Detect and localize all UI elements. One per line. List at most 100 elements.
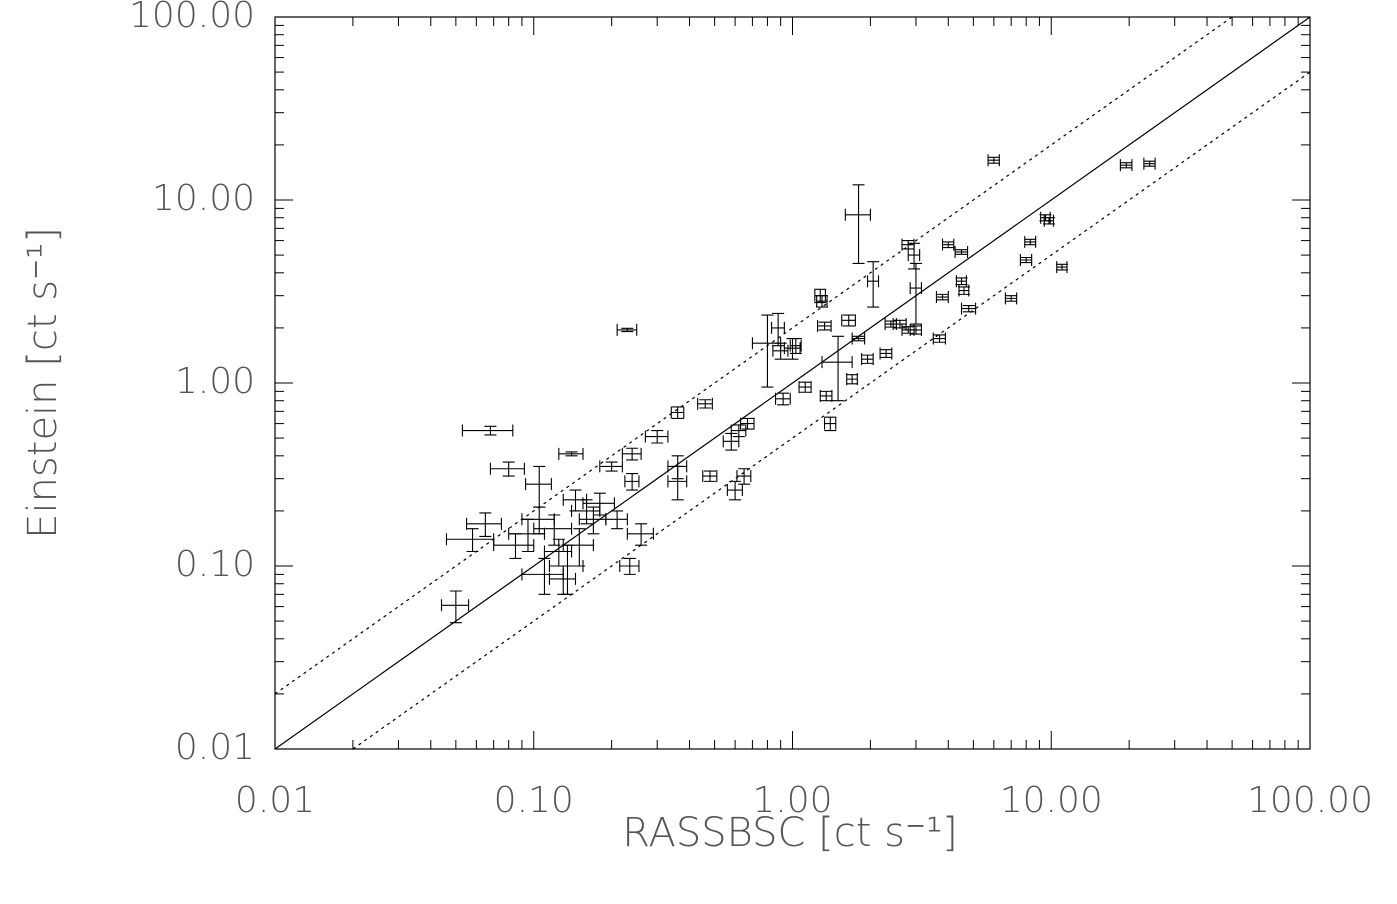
- y-error-bar: [521, 518, 534, 553]
- data-point: [445, 528, 495, 553]
- y-error-bar: [1005, 295, 1018, 302]
- y-error-bar: [1024, 238, 1037, 246]
- y-error-bar: [621, 327, 634, 333]
- data-point: [960, 302, 977, 315]
- y-error-bar: [799, 381, 812, 393]
- data-point: [817, 319, 832, 332]
- y-tick-label: 0.10: [175, 544, 255, 585]
- reference-line: [352, 71, 1311, 750]
- data-point: [844, 184, 871, 265]
- y-error-bar: [987, 156, 1000, 164]
- y-error-bar: [623, 557, 636, 575]
- data-point: [932, 332, 946, 345]
- y-error-bar: [729, 480, 742, 501]
- y-error-bar: [818, 321, 831, 331]
- data-point: [1143, 157, 1156, 170]
- y-error-bar: [1120, 162, 1133, 169]
- data-point: [879, 347, 893, 360]
- data-point: [851, 332, 866, 345]
- data-point: [892, 318, 907, 331]
- y-error-bar: [671, 406, 684, 420]
- y-error-bar: [820, 390, 833, 402]
- x-error-bar: [533, 522, 573, 535]
- data-point: [821, 335, 853, 402]
- x-error-bar: [440, 599, 470, 612]
- y-error-bar: [955, 277, 968, 286]
- data-point: [955, 275, 968, 288]
- y-axis-label: Einstein [ct s⁻¹]: [20, 227, 66, 539]
- x-tick-label: 10.00: [1000, 780, 1103, 821]
- y-error-bar: [842, 314, 855, 327]
- data-point: [909, 323, 922, 336]
- x-error-bar: [599, 460, 623, 473]
- x-tick-label: 0.10: [494, 780, 574, 821]
- y-error-bar: [1042, 217, 1055, 225]
- y-error-bar: [761, 314, 774, 388]
- data-point: [619, 557, 640, 575]
- y-error-bar: [962, 304, 975, 313]
- data-point: [616, 323, 638, 336]
- y-error-bar: [936, 293, 949, 301]
- data-point: [909, 262, 922, 325]
- data-point: [558, 447, 584, 460]
- data-point: [987, 154, 1000, 167]
- y-error-bar: [605, 461, 618, 472]
- y-error-bar: [699, 399, 712, 409]
- y-error-bar: [902, 326, 915, 334]
- x-error-bar: [558, 447, 584, 460]
- y-error-bar: [880, 349, 893, 358]
- data-point: [582, 492, 615, 516]
- data-point: [621, 447, 642, 461]
- y-error-bar: [957, 286, 970, 295]
- data-point: [626, 523, 654, 546]
- data-point: [861, 353, 874, 366]
- x-axis-label: RASSBSC [ct s⁻¹]: [622, 810, 957, 856]
- x-error-bar: [489, 462, 525, 475]
- x-error-bar: [445, 533, 495, 546]
- data-point: [866, 261, 880, 308]
- data-point: [789, 337, 802, 355]
- data-point: [815, 295, 828, 308]
- y-error-bar: [884, 320, 897, 328]
- y-error-bar: [704, 470, 717, 482]
- y-error-bar: [509, 533, 522, 559]
- y-error-bar: [933, 334, 946, 343]
- data-point: [644, 429, 669, 444]
- data-point: [1019, 254, 1033, 267]
- y-error-bar: [484, 425, 497, 436]
- data-point: [525, 465, 552, 508]
- y-error-bar: [777, 392, 790, 406]
- data-point: [521, 506, 555, 535]
- y-tick-label: 100.00: [129, 0, 255, 36]
- data-point: [493, 533, 535, 559]
- y-error-bar: [852, 184, 865, 265]
- y-error-bar: [832, 335, 845, 402]
- data-point: [941, 238, 955, 251]
- data-point: [798, 381, 812, 394]
- data-point: [751, 314, 782, 388]
- data-point: [957, 284, 970, 297]
- y-error-bar: [565, 451, 578, 457]
- y-error-bar: [635, 523, 648, 546]
- data-point: [489, 461, 525, 477]
- data-point: [1055, 261, 1068, 274]
- y-error-bar: [626, 447, 639, 461]
- data-point: [783, 337, 801, 360]
- y-error-bar: [479, 512, 492, 538]
- y-tick-label: 10.00: [152, 178, 255, 219]
- x-error-bar: [821, 356, 853, 369]
- y-error-bar: [502, 461, 515, 477]
- y-error-bar: [538, 557, 551, 595]
- y-error-bar: [626, 473, 639, 491]
- data-point: [730, 424, 747, 438]
- data-point: [548, 565, 577, 595]
- y-error-bar: [671, 465, 684, 501]
- reference-line: [274, 16, 1233, 695]
- y-error-bar: [573, 528, 586, 567]
- y-error-bar: [1055, 263, 1068, 271]
- y-error-bar: [861, 354, 874, 364]
- y-error-bar: [852, 335, 865, 342]
- x-error-bar: [562, 539, 594, 552]
- y-error-bar: [846, 374, 859, 385]
